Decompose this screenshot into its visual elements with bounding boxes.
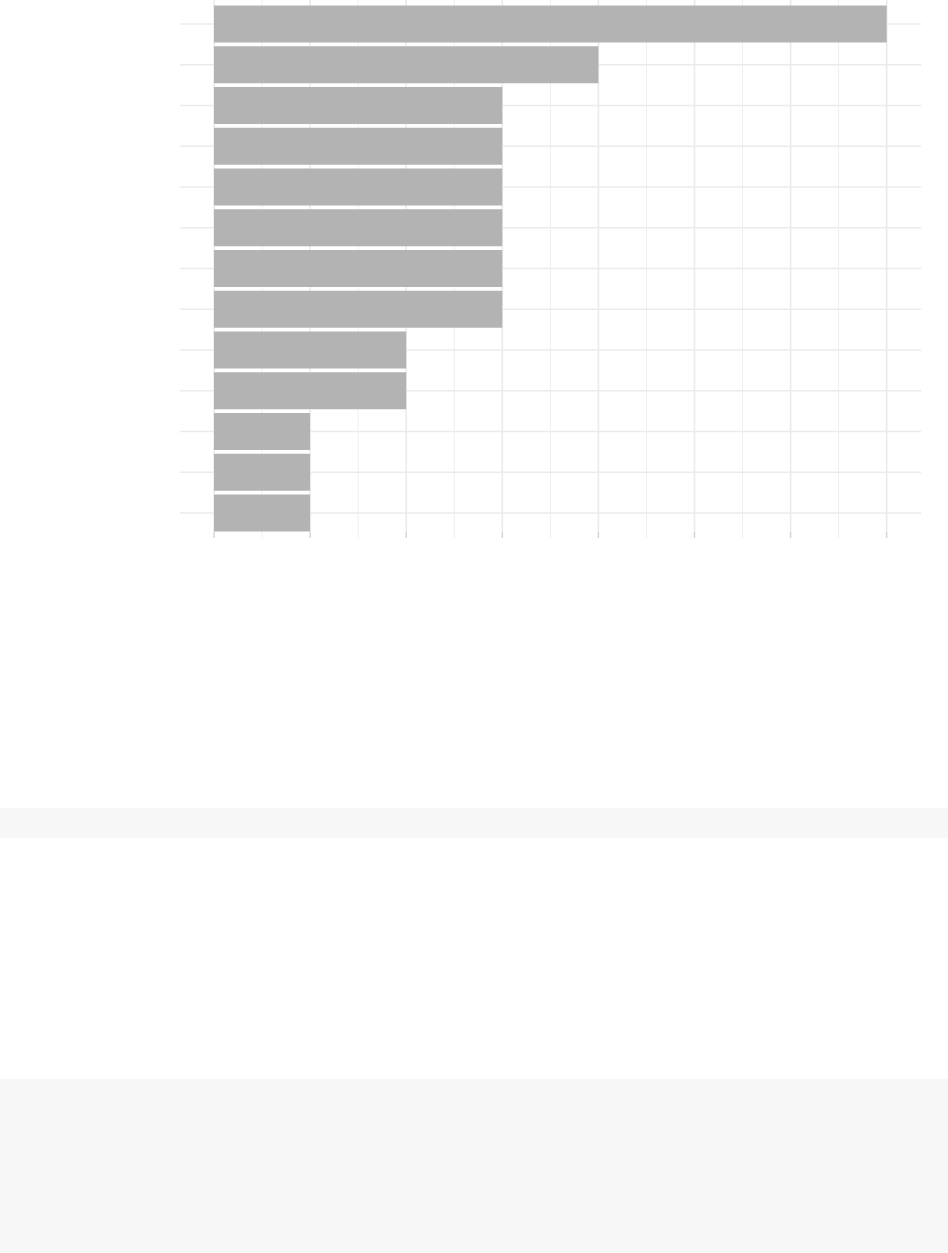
bar xyxy=(214,413,311,450)
bar xyxy=(214,168,503,206)
bar xyxy=(214,494,311,532)
bar xyxy=(214,87,503,124)
bar xyxy=(214,250,503,287)
bar xyxy=(214,372,407,410)
gray-strip xyxy=(0,808,948,838)
bar xyxy=(214,209,503,247)
chart-canvas xyxy=(180,0,921,538)
bars xyxy=(214,5,887,532)
bar-chart xyxy=(0,0,948,560)
axis-ticks xyxy=(213,532,888,538)
bar xyxy=(214,290,503,328)
bar xyxy=(214,46,599,84)
bar xyxy=(214,453,311,491)
gray-footer-panel xyxy=(0,1079,948,1253)
bar xyxy=(214,127,503,165)
bar xyxy=(214,5,887,43)
bar xyxy=(214,331,407,369)
